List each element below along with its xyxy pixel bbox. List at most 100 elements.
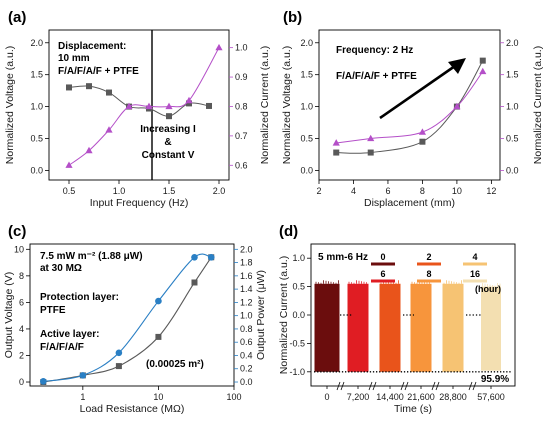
y-tick-label: 8 xyxy=(19,271,24,281)
trend-arrow-shaft xyxy=(379,64,456,120)
y2-tick-label: 0.0 xyxy=(240,377,253,387)
x-tick-label: 10 xyxy=(153,392,163,402)
y2-tick-label: 0.9 xyxy=(235,72,248,82)
annotation: F/A/F/A/F xyxy=(40,342,84,353)
voltage-point xyxy=(155,333,162,340)
y-tick-label: 0.5 xyxy=(300,134,313,144)
voltage-point xyxy=(166,113,172,120)
x-tick-label: 100 xyxy=(226,392,241,402)
current-point xyxy=(453,102,461,110)
x-tick-label: 12 xyxy=(486,186,496,196)
current-point xyxy=(367,134,375,142)
voltage-point xyxy=(419,138,426,145)
annotation: F/A/F/A/F + PTFE xyxy=(336,71,417,82)
y-tick-label: 1.0 xyxy=(300,102,313,112)
current-point xyxy=(332,139,340,146)
current-point xyxy=(85,146,93,154)
current-point xyxy=(185,96,193,104)
y-tick-label: -0.5 xyxy=(289,338,305,348)
y2-tick-label: 1.4 xyxy=(240,284,253,294)
y-tick-label: 10 xyxy=(14,244,24,254)
axis-break xyxy=(472,381,477,391)
axis-break xyxy=(431,381,436,391)
annotation: Constant V xyxy=(142,150,195,161)
x-tick-label: 21,600 xyxy=(407,392,435,402)
legend-label: 8 xyxy=(426,269,431,279)
annotation: Increasing I xyxy=(140,124,196,135)
x-tick-label: 1.0 xyxy=(113,186,126,196)
y2-tick-label: 0.6 xyxy=(235,160,248,170)
power-point xyxy=(79,372,87,379)
y-tick-label: 1.5 xyxy=(300,70,313,80)
legend-label: 2 xyxy=(426,252,431,262)
x-tick-label: 0.5 xyxy=(63,186,76,196)
panel-label-b: (b) xyxy=(283,9,302,26)
power-point xyxy=(207,253,215,261)
panel-label-d: (d) xyxy=(279,223,298,240)
y-tick-label: 4 xyxy=(19,324,24,334)
voltage-point xyxy=(106,89,112,96)
voltage-point xyxy=(191,279,198,286)
x-axis-label: Input Frequency (Hz) xyxy=(90,197,189,209)
y-tick-label: 0.0 xyxy=(292,310,305,320)
annotation: at 30 MΩ xyxy=(40,263,82,274)
voltage-point xyxy=(367,149,374,156)
axis-break xyxy=(368,381,373,391)
current-block xyxy=(481,286,501,371)
x-tick-label: 28,800 xyxy=(439,392,467,402)
x-tick-label: 6 xyxy=(385,186,390,196)
trend-arrow-head xyxy=(448,58,466,74)
y-axis-label: Normalized Voltage (a.u.) xyxy=(281,46,293,164)
current-block xyxy=(410,283,432,372)
y2-tick-label: 1.0 xyxy=(235,43,248,53)
y2-tick-label: 1.6 xyxy=(240,271,253,281)
y-tick-label: 2 xyxy=(19,350,24,360)
y2-tick-label: 0.4 xyxy=(240,350,253,360)
y-tick-label: 1.0 xyxy=(30,102,43,112)
y2-tick-label: 0.6 xyxy=(240,337,253,347)
annotation: 7.5 mW m⁻² (1.88 μW) xyxy=(40,251,143,262)
voltage-point xyxy=(86,83,92,90)
y2-tick-label: 0.2 xyxy=(240,364,253,374)
power-point xyxy=(155,297,162,305)
y2-tick-label: 0.8 xyxy=(240,324,253,334)
x-axis-label: Load Resistance (MΩ) xyxy=(80,403,185,415)
y2-tick-label: 0.7 xyxy=(235,131,248,141)
plot-frame-c xyxy=(29,243,235,387)
x-tick-label: 7,200 xyxy=(347,392,370,402)
y-axis-label: Output Voltage (V) xyxy=(3,272,15,358)
voltage-point xyxy=(115,363,122,370)
power-point xyxy=(191,253,198,261)
current-point xyxy=(65,161,73,168)
voltage-point xyxy=(206,102,212,109)
y2-tick-label: 1.8 xyxy=(240,258,253,268)
current-block xyxy=(379,283,401,372)
y-axis-label: Normalized Voltage (a.u.) xyxy=(4,46,16,164)
annotation: & xyxy=(164,137,171,148)
y2-tick-label: 0.0 xyxy=(506,165,519,175)
axis-break xyxy=(435,381,440,391)
x-tick-label: 4 xyxy=(351,186,356,196)
current-point xyxy=(215,43,223,51)
y2-tick-label: 2.0 xyxy=(240,244,253,254)
legend-label: 4 xyxy=(472,252,477,262)
legend-label: 16 xyxy=(470,269,480,279)
panel-label-c: (c) xyxy=(8,223,26,240)
y-axis-label: Normalized Current (a.u.) xyxy=(278,256,290,374)
power-point xyxy=(40,378,47,385)
annotation: Protection layer: xyxy=(40,292,119,303)
voltage-point xyxy=(333,149,340,156)
current-point xyxy=(105,126,113,133)
x-tick-label: 2.0 xyxy=(213,186,226,196)
y-tick-label: 2.0 xyxy=(30,38,43,48)
legend-label: 6 xyxy=(380,269,385,279)
current-block xyxy=(314,283,340,372)
y-tick-label: -1.0 xyxy=(289,367,305,377)
axis-break xyxy=(404,381,409,391)
y-tick-label: 6 xyxy=(19,297,24,307)
y2-tick-label: 1.0 xyxy=(240,311,253,321)
current-block xyxy=(442,283,464,372)
y2-tick-label: 1.2 xyxy=(240,297,253,307)
y2-axis-label: Normalized Current (a.u.) xyxy=(259,46,271,164)
y-tick-label: 0.5 xyxy=(30,134,43,144)
